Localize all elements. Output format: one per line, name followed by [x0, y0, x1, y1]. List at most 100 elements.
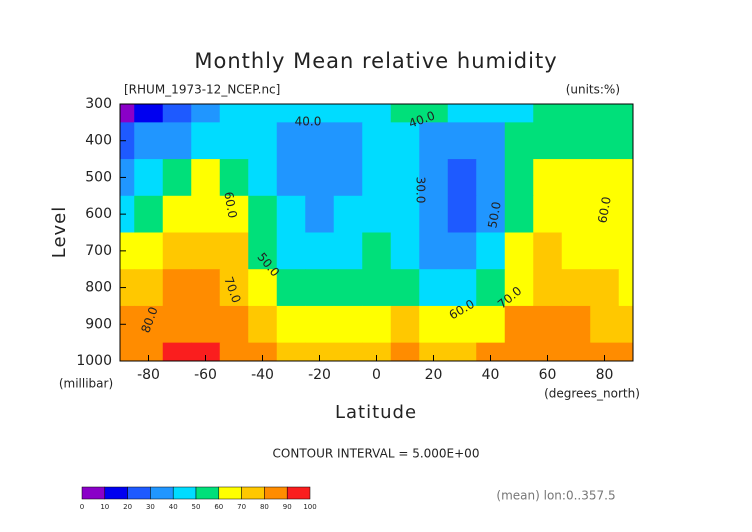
field-cell	[134, 305, 164, 344]
field-cell	[476, 159, 506, 197]
field-cell	[333, 232, 363, 270]
colorbar-tick-label: 40	[169, 503, 178, 511]
field-cell	[305, 104, 335, 123]
field-cell	[618, 122, 634, 160]
field-cell	[533, 122, 563, 160]
field-cell	[276, 195, 306, 233]
field-cell	[219, 195, 249, 233]
field-cell	[390, 195, 420, 233]
field-cell	[390, 305, 420, 344]
field-cell	[561, 305, 591, 344]
contour-label: 30.0	[414, 177, 428, 204]
field-cell	[333, 122, 363, 160]
field-cell	[362, 195, 392, 233]
field-cell	[191, 159, 221, 197]
field-cell	[276, 159, 306, 197]
colorbar-swatch	[286, 486, 311, 500]
field-cell	[618, 195, 634, 233]
subtitle: [RHUM_1973-12_NCEP.nc]	[124, 83, 280, 97]
field-cell	[476, 104, 506, 123]
field-cell	[305, 269, 335, 307]
field-cell	[618, 232, 634, 270]
field-cell	[276, 122, 306, 160]
x-tick-label: 40	[482, 367, 500, 383]
field-cell	[305, 195, 335, 233]
field-cell	[362, 122, 392, 160]
field-cell	[504, 159, 534, 197]
field-cell	[191, 342, 221, 362]
field-cell	[134, 195, 164, 233]
field-cell	[447, 305, 477, 344]
field-cell	[419, 195, 449, 233]
field-cell	[162, 305, 192, 344]
field-cell	[476, 195, 506, 233]
field-cell	[561, 269, 591, 307]
field-cell	[191, 305, 221, 344]
field-cell	[561, 195, 591, 233]
field-cell	[618, 269, 634, 307]
field-cell	[248, 159, 278, 197]
field-cell	[248, 342, 278, 362]
units: (units:%)	[566, 83, 620, 97]
field-cell	[120, 269, 135, 307]
field-cell	[248, 195, 278, 233]
field-cell	[419, 342, 449, 362]
colorbar-tick-label: 60	[214, 503, 223, 511]
x-tick-label: -60	[194, 367, 217, 383]
field-cell	[248, 269, 278, 307]
field-cell	[134, 104, 164, 123]
field-cell	[504, 342, 534, 362]
field-cell	[191, 195, 221, 233]
field-cell	[476, 232, 506, 270]
x-tick-label: 20	[425, 367, 443, 383]
colorbar-swatch	[127, 486, 151, 500]
field-cell	[390, 342, 420, 362]
field-cell	[191, 232, 221, 270]
field-cell	[219, 342, 249, 362]
field-cell	[276, 305, 306, 344]
field-cell	[390, 159, 420, 197]
field-cell	[120, 195, 135, 233]
field-cell	[162, 342, 192, 362]
x-tick-label: 80	[596, 367, 614, 383]
field-cell	[419, 232, 449, 270]
colorbar-tick-label: 90	[283, 503, 292, 511]
field-cell	[362, 232, 392, 270]
field-cell	[504, 104, 534, 123]
field-cell	[219, 232, 249, 270]
field-cell	[276, 342, 306, 362]
field-cell	[419, 305, 449, 344]
colorbar-tick-label: 80	[260, 503, 269, 511]
colorbar-swatch	[81, 486, 106, 500]
field-cell	[590, 159, 620, 197]
field-cell	[504, 195, 534, 233]
colorbar-tick-label: 100	[303, 503, 316, 511]
field-cell	[305, 305, 335, 344]
x-axis-label: Latitude	[335, 402, 417, 423]
field-cell	[618, 305, 634, 344]
field-cell	[590, 195, 620, 233]
colorbar-swatch	[218, 486, 242, 500]
y-tick-label: 500	[85, 169, 112, 185]
x-tick-label: 60	[539, 367, 557, 383]
field-cell	[305, 232, 335, 270]
field-cell	[248, 305, 278, 344]
colorbar-tick-label: 30	[146, 503, 155, 511]
field-cell	[590, 232, 620, 270]
colorbar-swatch	[195, 486, 220, 500]
field-cell	[447, 195, 477, 233]
field-cell	[162, 269, 192, 307]
x-tick-label: -20	[308, 367, 331, 383]
field-cell	[333, 305, 363, 344]
field-cell	[390, 269, 420, 307]
field-cell	[561, 159, 591, 197]
field-cell	[134, 122, 164, 160]
y-units: (millibar)	[59, 377, 113, 391]
field-cell	[533, 305, 563, 344]
field-cell	[533, 104, 563, 123]
field-cell	[248, 122, 278, 160]
field-cell	[419, 122, 449, 160]
field-cell	[419, 104, 449, 123]
field-cell	[134, 159, 164, 197]
contour-interval: CONTOUR INTERVAL = 5.000E+00	[273, 447, 480, 461]
